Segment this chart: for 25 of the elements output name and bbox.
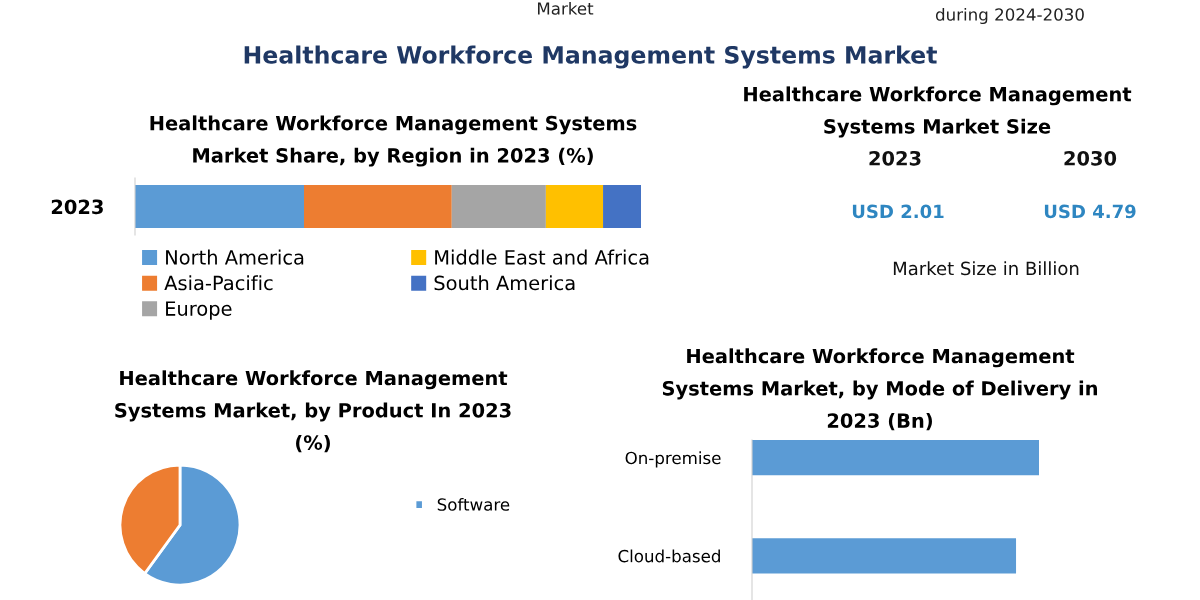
text: USD 2.01 [852, 204, 944, 219]
chart-title: Healthcare Workforce Management Systems Market, by Mode of Delivery in 2023 (Bn) [662, 348, 1098, 431]
text: Healthcare Workforce Management Systems Market Size [744, 86, 1132, 138]
bar [545, 185, 604, 228]
bar [135, 185, 304, 228]
text: Healthcare Workforce Management Systems Market Share, by Region in 2023 (%) [150, 115, 637, 167]
legend-label: North America [166, 249, 304, 265]
legend-label: South America [434, 275, 575, 291]
legend-label: Europe [166, 301, 232, 320]
text: USD 4.79 [1044, 204, 1136, 219]
bar [603, 185, 641, 228]
text: Market [537, 1, 594, 15]
text: during 2024-2030 [935, 7, 1084, 25]
chart-title: Healthcare Workforce Management Systems Market, by Product In 2023 (%) [115, 370, 511, 453]
text: Market Size in Billion [893, 261, 1079, 276]
y-tick-label: On-premise [625, 451, 721, 468]
text: 2030 [1064, 150, 1117, 166]
bar [451, 185, 546, 228]
y-tick-label: Cloud-based [618, 549, 720, 563]
legend-label: Middle East and Africa [435, 249, 649, 265]
text: 2023 [51, 199, 103, 215]
legend-label: Asia-Pacific [164, 275, 273, 291]
legend-label: Software [437, 497, 510, 511]
bar [304, 185, 452, 228]
text: Healthcare Workforce Management Systems Market [244, 45, 937, 69]
